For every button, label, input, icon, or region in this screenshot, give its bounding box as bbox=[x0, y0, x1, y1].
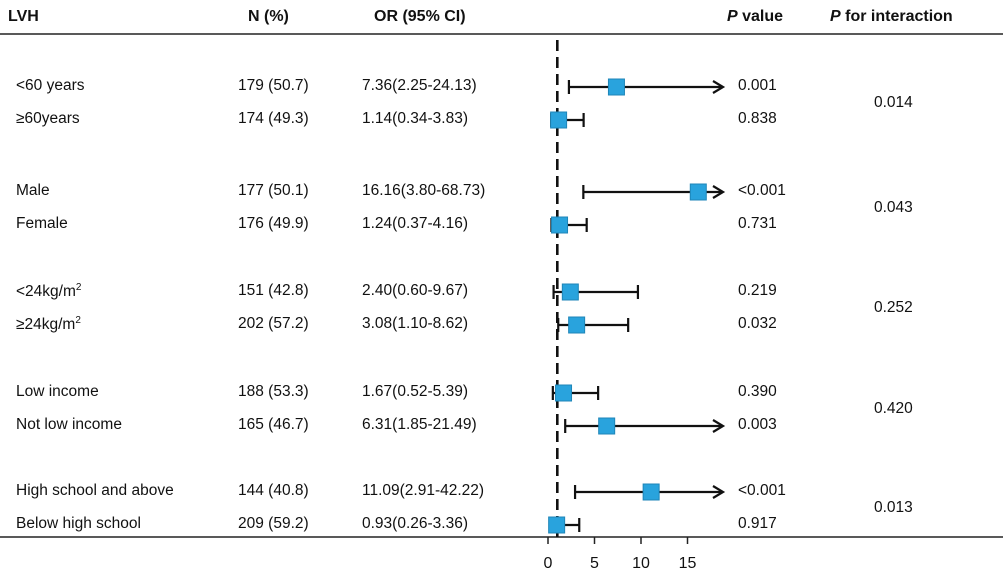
row-label-text: High school and above bbox=[16, 482, 174, 499]
or-ci-cell: 2.40(0.60-9.67) bbox=[362, 282, 468, 299]
or-ci-cell: 0.93(0.26-3.36) bbox=[362, 515, 468, 532]
n-percent-cell: 188 (53.3) bbox=[238, 383, 309, 400]
row-label-text: <24kg/m bbox=[16, 283, 76, 301]
ci-arrow bbox=[712, 485, 726, 499]
row-label-text: Female bbox=[16, 215, 68, 232]
x-tick-label: 10 bbox=[632, 555, 650, 572]
row-label: Low income bbox=[16, 383, 99, 401]
p-value-cell: 0.003 bbox=[738, 416, 777, 433]
header-p-interaction: P for interaction bbox=[830, 8, 953, 25]
header-lvh: LVH bbox=[8, 8, 39, 25]
p-value-cell: 0.731 bbox=[738, 215, 777, 232]
n-percent-cell: 144 (40.8) bbox=[238, 482, 309, 499]
p-interaction-cell: 0.420 bbox=[874, 399, 913, 417]
row-label: ≥60years bbox=[16, 110, 80, 128]
row-label: High school and above bbox=[16, 482, 174, 500]
or-ci-cell: 16.16(3.80-68.73) bbox=[362, 182, 486, 199]
or-marker bbox=[689, 183, 707, 201]
row-label: <24kg/m2 bbox=[16, 282, 81, 301]
p-interaction-cell: 0.043 bbox=[874, 198, 913, 216]
ci-arrow bbox=[712, 419, 726, 433]
ci-arrow bbox=[712, 80, 726, 94]
p-value-cell: <0.001 bbox=[738, 182, 786, 199]
p-value-cell: 0.219 bbox=[738, 282, 777, 299]
or-marker bbox=[555, 384, 573, 402]
x-tick-label: 15 bbox=[679, 555, 697, 572]
or-ci-cell: 11.09(2.91-42.22) bbox=[362, 482, 485, 499]
row-label: Male bbox=[16, 182, 50, 200]
p-value-cell: <0.001 bbox=[738, 482, 786, 499]
or-ci-cell: 1.67(0.52-5.39) bbox=[362, 383, 468, 400]
or-marker bbox=[642, 483, 660, 501]
or-marker bbox=[550, 111, 568, 129]
or-marker bbox=[551, 216, 569, 234]
p-interaction-cell: 0.252 bbox=[874, 298, 913, 316]
row-label: ≥24kg/m2 bbox=[16, 315, 81, 334]
n-percent-cell: 177 (50.1) bbox=[238, 182, 309, 199]
row-label-superscript: 2 bbox=[75, 315, 81, 326]
or-ci-cell: 1.24(0.37-4.16) bbox=[362, 215, 468, 232]
n-percent-cell: 176 (49.9) bbox=[238, 215, 309, 232]
ci-arrow bbox=[712, 185, 726, 199]
row-label-text: ≥60years bbox=[16, 110, 80, 127]
p-interaction-cell: 0.014 bbox=[874, 93, 913, 111]
n-percent-cell: 174 (49.3) bbox=[238, 110, 309, 127]
or-marker bbox=[548, 516, 566, 534]
x-tick-label: 5 bbox=[590, 555, 599, 572]
n-percent-cell: 165 (46.7) bbox=[238, 416, 309, 433]
row-label: Below high school bbox=[16, 515, 141, 533]
row-label: <60 years bbox=[16, 77, 85, 95]
n-percent-cell: 202 (57.2) bbox=[238, 315, 309, 332]
or-ci-cell: 6.31(1.85-21.49) bbox=[362, 416, 477, 433]
header-p-value: P value bbox=[727, 8, 784, 25]
p-value-cell: 0.032 bbox=[738, 315, 777, 332]
or-marker bbox=[561, 283, 579, 301]
p-value-cell: 0.838 bbox=[738, 110, 777, 127]
row-label-text: <60 years bbox=[16, 77, 85, 94]
p-value-cell: 0.001 bbox=[738, 77, 777, 94]
or-ci-cell: 1.14(0.34-3.83) bbox=[362, 110, 468, 127]
row-label-text: ≥24kg/m bbox=[16, 316, 76, 334]
or-marker bbox=[598, 417, 616, 435]
row-label-superscript: 2 bbox=[75, 282, 82, 293]
row-label-text: Not low income bbox=[16, 416, 122, 433]
header-n-pct: N (%) bbox=[248, 8, 289, 25]
or-marker bbox=[568, 316, 586, 334]
row-label-text: Below high school bbox=[16, 515, 141, 532]
or-ci-cell: 3.08(1.10-8.62) bbox=[362, 315, 468, 332]
x-tick-label: 0 bbox=[544, 555, 553, 572]
p-value-cell: 0.917 bbox=[738, 515, 777, 532]
row-label: Not low income bbox=[16, 416, 122, 434]
row-label-text: Low income bbox=[16, 383, 99, 400]
p-value-cell: 0.390 bbox=[738, 383, 777, 400]
header-or-ci: OR (95% CI) bbox=[374, 8, 466, 25]
row-label-text: Male bbox=[16, 182, 50, 199]
n-percent-cell: 179 (50.7) bbox=[238, 77, 309, 94]
n-percent-cell: 209 (59.2) bbox=[238, 515, 309, 532]
or-marker bbox=[607, 78, 625, 96]
or-ci-cell: 7.36(2.25-24.13) bbox=[362, 77, 477, 94]
n-percent-cell: 151 (42.8) bbox=[238, 282, 309, 299]
p-interaction-cell: 0.013 bbox=[874, 498, 913, 516]
row-label: Female bbox=[16, 215, 68, 233]
